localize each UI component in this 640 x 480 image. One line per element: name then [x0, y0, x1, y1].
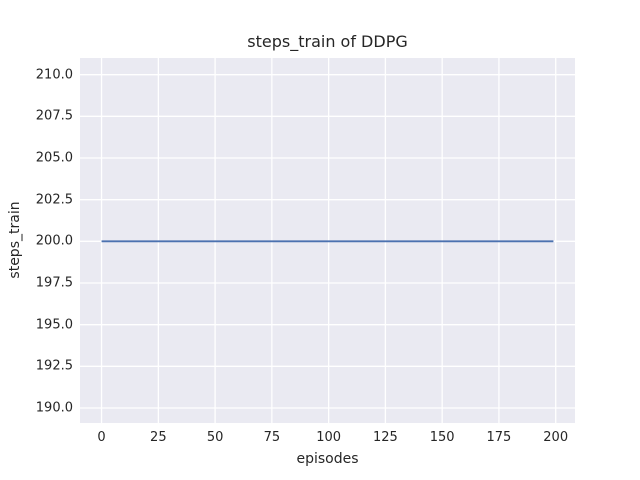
- plot-canvas: [80, 58, 575, 423]
- y-tick-label: 202.5: [35, 192, 73, 208]
- x-tick-label: 75: [263, 430, 281, 445]
- plot-area: [80, 58, 575, 423]
- x-tick-label: 125: [372, 430, 398, 445]
- x-tick-label: 0: [97, 430, 106, 445]
- y-tick-label: 200.0: [35, 233, 73, 249]
- y-axis-label: steps_train: [7, 201, 23, 279]
- y-tick-label: 190.0: [35, 400, 73, 416]
- x-tick-label: 100: [316, 430, 342, 445]
- y-tick-label: 210.0: [35, 67, 73, 83]
- y-tick-label: 197.5: [35, 275, 73, 291]
- y-tick-label: 207.5: [35, 108, 73, 124]
- x-tick-label: 50: [206, 430, 224, 445]
- chart-title: steps_train of DDPG: [247, 32, 408, 51]
- x-tick-label: 150: [429, 430, 455, 445]
- x-tick-label: 25: [150, 430, 167, 445]
- y-tick-label: 195.0: [35, 317, 73, 333]
- x-axis-label: episodes: [296, 451, 359, 467]
- x-tick-label: 200: [543, 430, 569, 445]
- x-tick-label: 175: [486, 430, 512, 445]
- y-tick-label: 205.0: [35, 150, 73, 166]
- y-tick-label: 192.5: [35, 358, 73, 374]
